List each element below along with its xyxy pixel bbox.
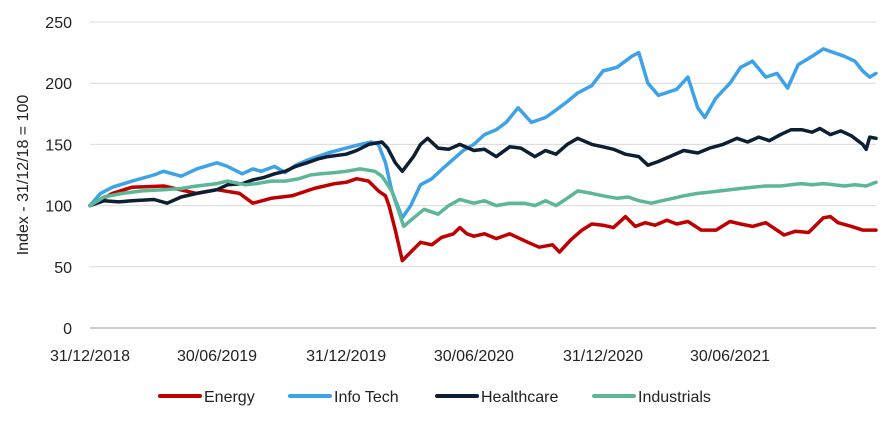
y-tick-label: 50 xyxy=(54,260,72,277)
series-line-industrials xyxy=(88,167,878,229)
gridlines xyxy=(90,21,876,268)
y-tick-label: 100 xyxy=(45,199,72,216)
legend-label: Healthcare xyxy=(481,389,558,406)
y-tick-label: 250 xyxy=(45,15,72,32)
x-axis-ticks: 31/12/2018 30/06/2019 31/12/2019 30/06/2020… xyxy=(50,348,770,365)
x-tick-label: 31/12/2019 xyxy=(306,348,386,365)
y-tick-label: 0 xyxy=(63,321,72,338)
x-tick-label: 30/06/2021 xyxy=(690,348,770,365)
series-line-healthcare xyxy=(88,126,878,208)
y-tick-label: 150 xyxy=(45,137,72,154)
y-axis-title: Index - 31/12/18 = 100 xyxy=(15,95,32,256)
y-tick-label: 200 xyxy=(45,76,72,93)
x-tick-label: 30/06/2019 xyxy=(177,348,257,365)
legend: Energy Info Tech Healthcare Industrials xyxy=(158,389,711,406)
x-tick-label: 31/12/2020 xyxy=(563,348,643,365)
x-tick-label: 31/12/2018 xyxy=(50,348,130,365)
series-line-energy xyxy=(88,176,878,263)
series-lines xyxy=(88,47,878,263)
legend-label: Info Tech xyxy=(334,389,399,406)
legend-label: Industrials xyxy=(638,389,711,406)
x-tick-label: 30/06/2020 xyxy=(434,348,514,365)
legend-label: Energy xyxy=(204,389,255,406)
series-line-info-tech xyxy=(88,47,878,220)
y-axis-ticks: 0 50 100 150 200 250 xyxy=(45,15,72,338)
